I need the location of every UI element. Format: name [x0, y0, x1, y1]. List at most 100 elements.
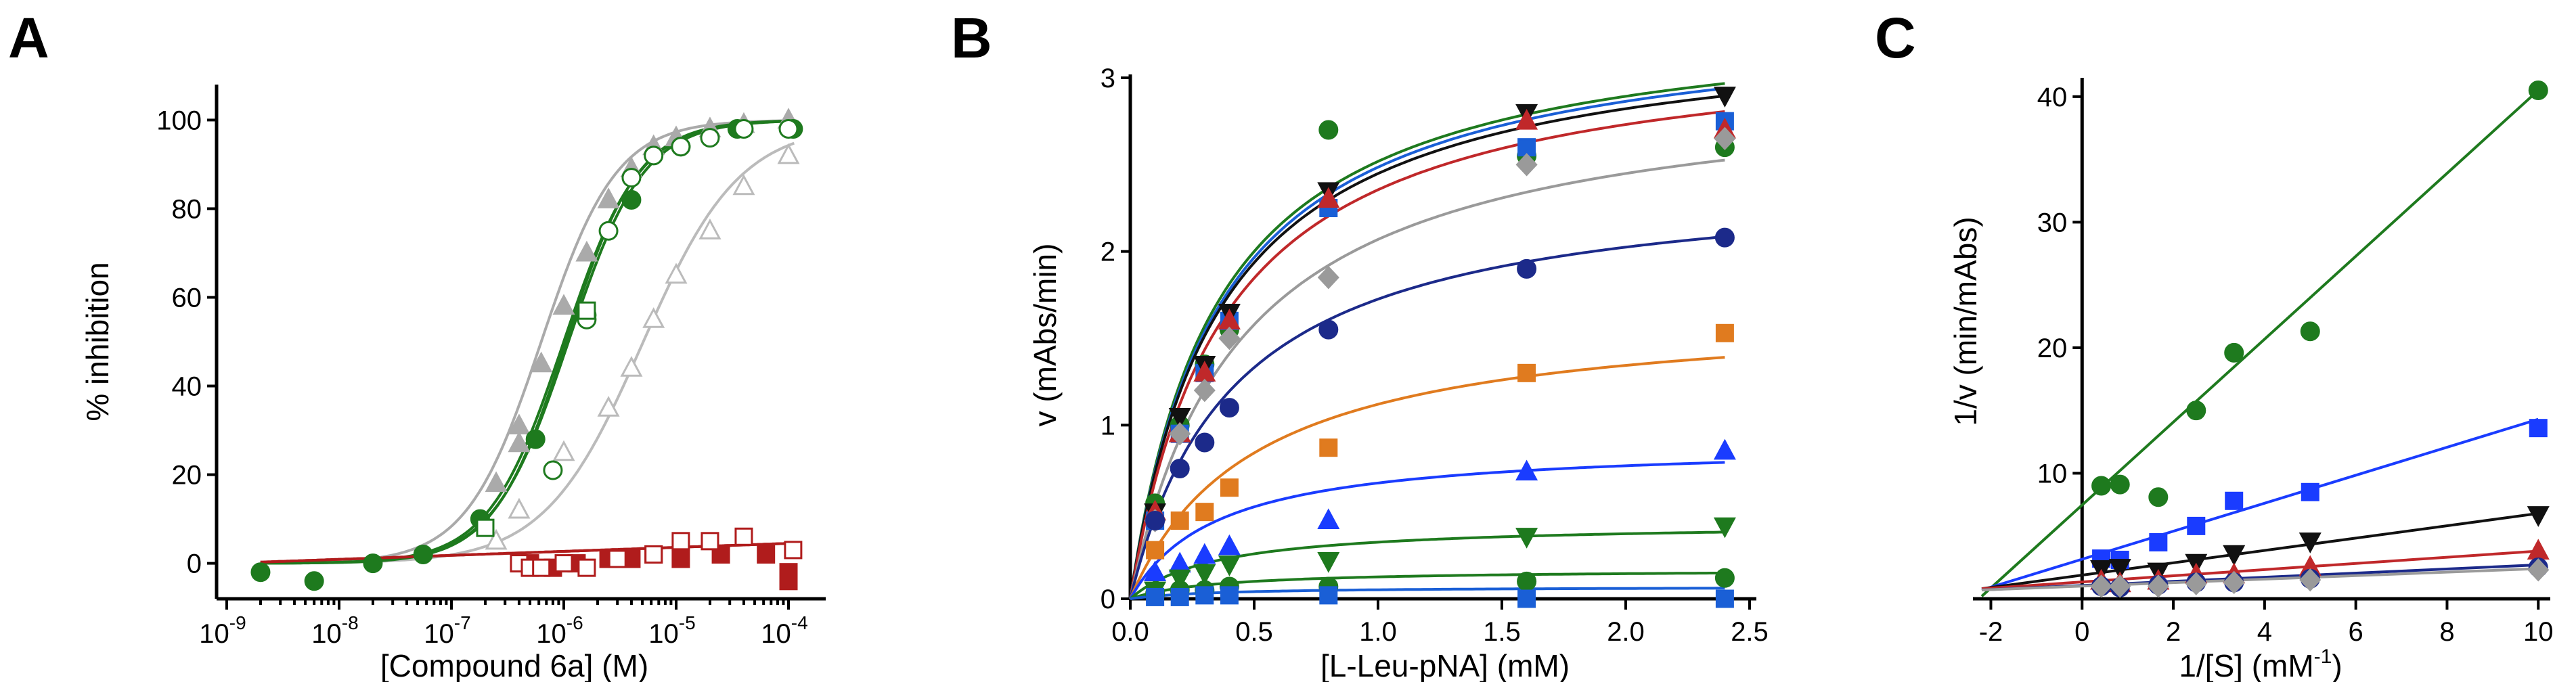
panel-c-fit-line [1981, 567, 2539, 592]
panel-c-y-tick-label: 40 [2037, 83, 2068, 112]
panel-c-point [2148, 487, 2169, 507]
panel-a-data-points [250, 108, 803, 591]
panel-b-point [1515, 528, 1538, 549]
panel-a-y-ticks: 0 20 40 60 80 100 [156, 106, 217, 579]
panel-a-point [608, 549, 627, 568]
panel-c-x-tick-label: -2 [1979, 617, 2003, 647]
panel-a-point [644, 545, 663, 564]
panel-c-x-tick-label: 6 [2349, 617, 2363, 647]
panel-a-point [779, 572, 798, 591]
panel-c-point [2300, 321, 2320, 342]
panel-a-x-ticks: 10-9 10-8 10-7 10-6 10-5 10-4 [199, 599, 808, 649]
panel-a-point [530, 351, 553, 373]
panel-a-point [665, 263, 688, 284]
panel-a-point [552, 440, 575, 461]
panel-b-y-tick-label: 3 [1101, 64, 1115, 93]
panel-a-fit-curve [260, 120, 795, 565]
panel-b-fit-curve [1129, 87, 1725, 599]
panel-c-point [2527, 539, 2550, 560]
panel-c-point [2108, 559, 2131, 580]
panel-b-point [1218, 555, 1241, 576]
panel-a-point [577, 558, 596, 577]
panel-b-point [1146, 587, 1165, 606]
panel-b-point [1193, 564, 1216, 585]
panel-c-y-tick-label: 30 [2037, 208, 2068, 237]
panel-b-y-tick-label: 1 [1101, 411, 1115, 440]
panel-a-point [671, 137, 691, 157]
panel-c-point [2527, 558, 2550, 582]
panel-a-fit-curves [260, 119, 795, 565]
panel-b-fit-curve [1129, 110, 1725, 599]
panel-a-x-tick-base: 10 [199, 619, 229, 649]
panel-a-x-tick-exp: -5 [679, 612, 696, 633]
panel-c-point [2149, 533, 2168, 552]
panel-b-fit-curve [1129, 356, 1725, 599]
panel-b-point [1170, 512, 1189, 530]
panel-b-point [1195, 586, 1214, 605]
panel-c-fit-line [1981, 512, 2539, 591]
panel-a-point [671, 532, 690, 551]
panel-b-point [1318, 319, 1339, 340]
panel-b-fit-curve [1129, 82, 1725, 599]
panel-b-point [1517, 138, 1536, 157]
panel-a-x-tick-exp: -8 [342, 612, 359, 633]
panel-c-y-tick-label: 10 [2037, 459, 2068, 488]
panel-a-y-tick-label: 80 [172, 194, 202, 224]
panel-b-point [1517, 363, 1536, 382]
panel-c-x-axis-title-main: 1/[S] (mM [2179, 648, 2313, 682]
panel-a-x-tick-label: 10-7 [424, 612, 470, 649]
panel-a-x-tick-base: 10 [311, 619, 342, 649]
panel-b-y-ticks: 0 1 2 3 [1101, 64, 1130, 614]
panel-a-point [597, 396, 620, 417]
panel-c-point [2223, 545, 2246, 566]
panel-a-x-tick-exp: -9 [229, 612, 246, 633]
panel-a-point [778, 119, 799, 139]
panel-b-x-ticks: 0.0 0.5 1.0 1.5 2.0 2.5 [1111, 599, 1769, 647]
panel-c-point [2299, 532, 2322, 553]
panel-c-y-axis-title: 1/v (min/mAbs) [1948, 217, 1983, 426]
panel-c-x-tick-label: 4 [2257, 617, 2272, 647]
panel-a-x-tick-base: 10 [761, 619, 791, 649]
panel-b-point [1170, 587, 1189, 606]
panel-a-point [554, 554, 573, 573]
panel-b-x-tick-label: 0.5 [1235, 617, 1273, 647]
panel-c-point [2147, 574, 2169, 598]
panel-c: C 10 20 30 40 -2 0 2 4 6 8 10 1/v (min/mAbs) 1/[S… [1875, 6, 2554, 682]
panel-c-point [2090, 574, 2112, 598]
panel-b-point [1515, 153, 1538, 177]
panel-a-x-tick-exp: -4 [791, 612, 808, 633]
panel-a-point [485, 471, 508, 493]
panel-b-point [1168, 408, 1191, 429]
panel-a-point [642, 307, 665, 328]
panel-c-x-tick-label: 10 [2523, 617, 2554, 647]
panel-c-point [2186, 401, 2206, 421]
panel-b-point [1146, 541, 1165, 560]
panel-b-x-tick-label: 1.5 [1483, 617, 1521, 647]
panel-b-point [1220, 586, 1239, 605]
panel-a-point [485, 528, 508, 550]
panel-b-point [1170, 459, 1190, 478]
panel-a-y-axis-title: % inhibition [80, 262, 115, 421]
panel-c-point [2091, 476, 2112, 496]
panel-a-point [734, 119, 754, 139]
panel-c-y-tick-label: 20 [2037, 334, 2068, 363]
panel-b-y-tick-label: 2 [1101, 237, 1115, 267]
panel-b-fit-curve [1129, 158, 1725, 599]
panel-a-point [552, 294, 575, 315]
panel-a-point [363, 553, 383, 574]
panel-b: B 0 1 2 3 0.0 0.5 1.0 1.5 2.0 2.5 v (mAbs/min) [… [951, 6, 1769, 682]
panel-c-x-tick-label: 8 [2439, 617, 2454, 647]
panel-b-point [1317, 552, 1340, 573]
panel-a-x-tick-label: 10-6 [536, 612, 583, 649]
panel-b-point [1517, 258, 1537, 279]
panel-c-fit-line [1980, 89, 2539, 597]
panel-c-fit-lines [1980, 89, 2539, 597]
panel-a-letter: A [8, 6, 49, 70]
panel-a-point [598, 221, 619, 241]
panel-a-point [777, 143, 800, 164]
panel-b-letter: B [951, 6, 992, 70]
panel-c-data-points [2090, 81, 2550, 598]
panel-a-y-tick-label: 0 [187, 549, 202, 579]
panel-c-letter: C [1875, 6, 1916, 70]
panel-b-point [1218, 534, 1241, 555]
